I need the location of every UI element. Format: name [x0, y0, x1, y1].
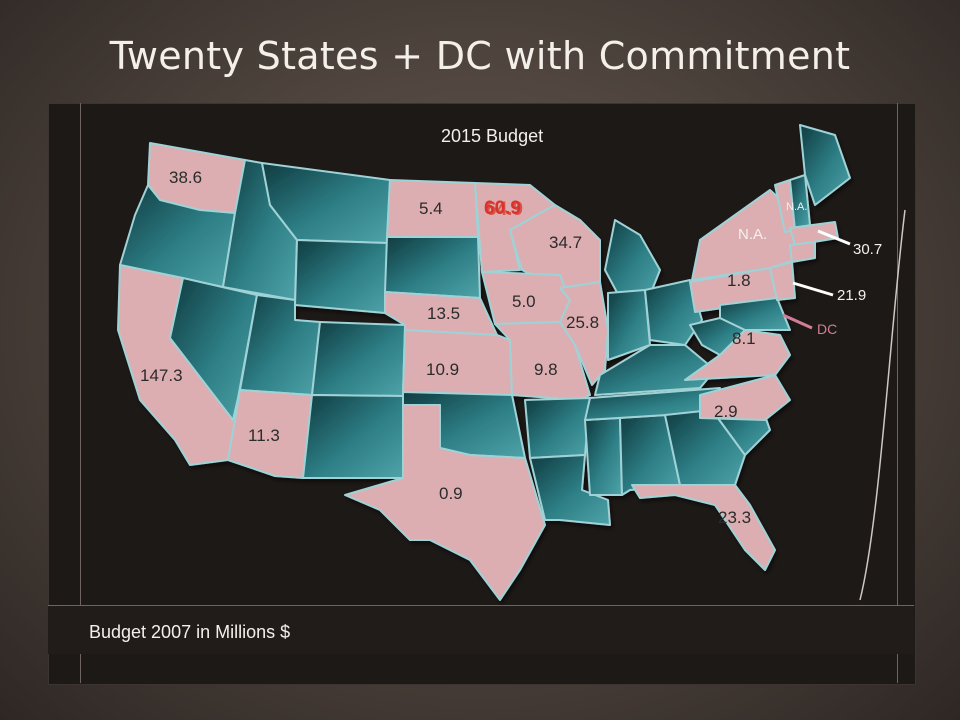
panel-rule-left — [80, 103, 81, 683]
state-louisiana — [529, 454, 611, 526]
state-texas — [344, 404, 546, 601]
state-michigan — [604, 219, 661, 299]
decorative-arc — [859, 209, 906, 601]
label-dc: DC — [817, 321, 838, 337]
value-washington: 38.6 — [169, 168, 203, 187]
state-nevada — [169, 277, 258, 421]
state-maine — [799, 124, 851, 206]
value-california: 147.3 — [140, 366, 183, 385]
panel-rule-right — [897, 103, 898, 683]
budget-footnote: Budget 2007 in Millions $ — [89, 622, 291, 642]
state-florida — [631, 484, 776, 571]
state-north-carolina — [699, 374, 791, 421]
state-new-jersey — [769, 261, 796, 301]
new-jersey-callout-line — [792, 281, 834, 297]
state-arkansas — [524, 397, 591, 459]
state-new-mexico — [302, 394, 404, 479]
value-iowa: 5.0 — [512, 292, 536, 311]
state-mississippi — [584, 417, 623, 496]
value-pennsylvania: 1.8 — [727, 271, 751, 290]
dc-callout-line — [782, 313, 813, 330]
value-missouri: 9.8 — [534, 360, 558, 379]
value-nebraska: 13.5 — [427, 304, 461, 323]
massachusetts-callout-line — [817, 229, 851, 246]
state-west-virginia — [689, 317, 746, 356]
footnote-bar — [48, 606, 914, 654]
value-massachusetts: 30.7 — [853, 241, 883, 258]
state-colorado — [311, 321, 406, 397]
value-north-dakota: 5.4 — [419, 199, 443, 218]
value-new-jersey: 21.9 — [837, 287, 867, 304]
state-south-dakota — [384, 236, 481, 299]
slide-title: Twenty States + DC with Commitment — [109, 34, 851, 78]
value-new-york: N.A. — [738, 226, 768, 243]
value-wisconsin: 34.7 — [549, 233, 583, 252]
value-north-carolina: 2.9 — [714, 402, 738, 421]
value-illinois: 25.8 — [566, 313, 600, 332]
value-virginia: 8.1 — [732, 329, 756, 348]
state-maryland — [719, 297, 791, 331]
panel-rule-bottom — [48, 605, 914, 606]
state-illinois — [559, 281, 609, 386]
value-florida: 23.3 — [718, 508, 752, 527]
value-minnesota-a: 60.9 — [484, 198, 521, 219]
value-texas: 0.9 — [439, 484, 463, 503]
value-minnesota-b: 64.9 — [486, 199, 523, 220]
budget-year-header: 2015 Budget — [441, 126, 544, 146]
state-connecticut — [789, 241, 816, 263]
value-vermont: N.A. — [786, 201, 808, 213]
value-kansas: 10.9 — [426, 360, 460, 379]
state-wyoming — [294, 239, 388, 314]
value-arizona: 11.3 — [248, 426, 280, 445]
